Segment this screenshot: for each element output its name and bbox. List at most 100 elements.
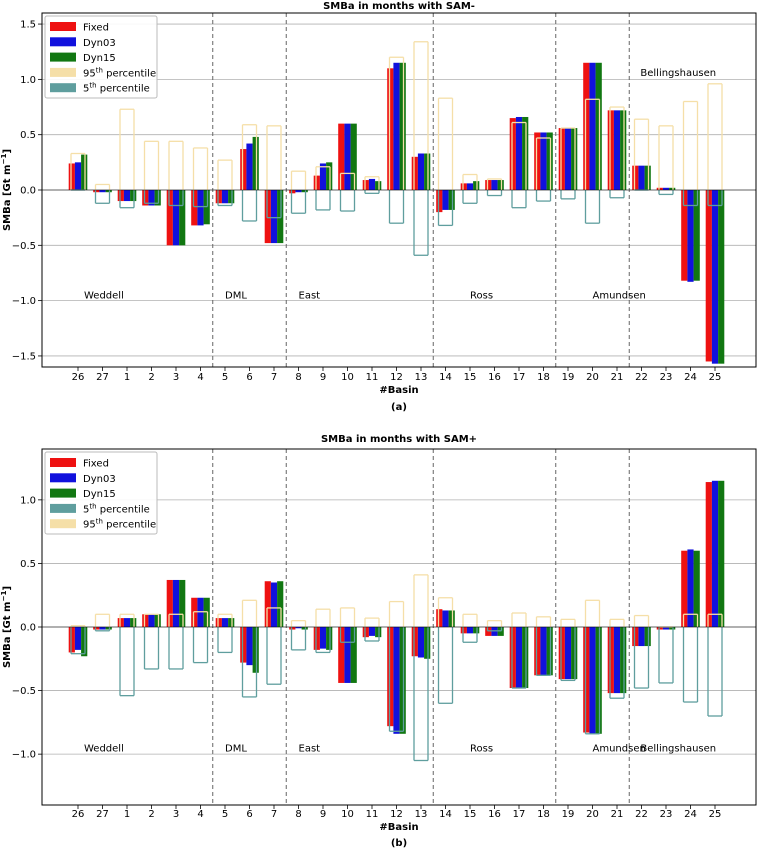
legend-label: Dyn15 [83,53,116,64]
bar-dyn15 [179,579,186,627]
percentile-5-bar [143,627,160,670]
x-tick-label: 14 [439,809,452,820]
percentile-95-bar [511,612,527,627]
bar-fixed [460,627,467,634]
bar-dyn03 [515,116,523,190]
bar-fixed [166,579,173,627]
bar-dyn15 [620,110,627,190]
percentile-95-bar [290,619,307,627]
bar-fixed [240,627,247,663]
percentile-95-bar [168,613,184,627]
x-tick-label: 26 [72,809,85,820]
bar-fixed [362,627,369,638]
percentile-5-bar [290,190,307,214]
bar-dyn15 [473,627,480,634]
percentile-5-bar [560,190,576,200]
percentile-95-bar [143,140,160,190]
percentile-5-bar [339,190,356,212]
percentile-95-bar [658,125,674,190]
percentile-5-bar [707,190,723,207]
bar-dyn15 [350,627,357,683]
percentile-5-bar [437,190,454,227]
percentile-95-bar [633,118,650,190]
bar-dyn03 [540,627,547,676]
bar-fixed [362,180,369,190]
percentile-95-bar [241,599,258,627]
bar-dyn15 [350,123,357,190]
bar-fixed [313,627,320,650]
bar-dyn03 [711,480,719,627]
percentile-5-bar [339,627,356,643]
x-tick-label: 18 [537,372,550,383]
bar-fixed [117,618,124,627]
bar-dyn03 [466,627,474,634]
percentile-5-bar [315,190,331,211]
bar-dyn03 [417,153,425,190]
x-tick-label: 17 [513,809,526,820]
x-tick-label: 1 [124,809,130,820]
x-tick-label: 20 [586,372,599,383]
region-label: Ross [470,744,493,755]
percentile-5-bar [511,627,527,689]
x-tick-label: 14 [439,372,452,383]
x-tick-label: 10 [341,372,354,383]
bar-dyn15 [154,614,161,627]
chart-panel-a: −1.5−1.0−0.50.00.51.01.526 27 1 2 3 4 5 6 7 8 9 10 1… [0,1,757,413]
bar-dyn03 [711,190,719,364]
bar-dyn03 [393,62,400,190]
x-tick-label: 13 [415,809,428,820]
x-axis-label: #Basin [379,822,418,833]
region-label: East [299,744,321,755]
percentile-95-bar [560,127,576,190]
bar-dyn03 [172,579,180,627]
percentile-95-bar [462,613,478,627]
x-tick-label: 21 [611,372,624,383]
bar-dyn15 [546,627,553,676]
legend: Fixed Dyn03 Dyn15 5th percentile 95th percen… [44,451,158,535]
x-tick-label: 18 [537,809,550,820]
bar-dyn15 [179,190,186,246]
bar-dyn03 [221,618,229,627]
percentile-5-bar [241,190,258,222]
x-tick-label: 12 [390,809,403,820]
bar-dyn15 [154,190,161,206]
percentile-5-bar [266,627,282,685]
bar-dyn03 [589,62,596,190]
region-label: Bellingshausen [640,68,716,79]
bar-fixed [264,190,271,244]
bar-fixed [436,609,443,627]
region-label: Weddell [84,744,124,755]
percentile-5-bar [364,627,380,642]
bar-dyn03 [442,610,449,627]
x-tick-label: 19 [562,809,575,820]
percentile-95-bar [413,574,429,627]
x-tick-label: 6 [246,372,252,383]
x-tick-label: 5 [222,372,228,383]
percentile-5-bar [486,627,503,632]
percentile-5-bar [315,627,331,654]
percentile-95-bar [119,108,135,190]
percentile-95-bar [486,178,503,190]
x-tick-label: 23 [660,809,673,820]
percentile-95-bar [192,147,209,190]
x-tick-label: 17 [513,372,526,383]
bar-fixed [681,190,688,281]
legend-label: Fixed [83,23,109,34]
legend-label: 95th percentile [83,66,156,79]
percentile-5-bar [486,190,503,197]
percentile-95-bar [168,140,184,190]
percentile-95-bar [94,183,111,190]
bar-fixed [289,190,296,194]
percentile-5-bar [143,190,160,204]
percentile-5-bar [633,627,650,689]
x-tick-label: 15 [464,809,477,820]
y-tick-label: 1.5 [20,20,36,31]
bar-dyn15 [571,627,578,680]
bar-dyn03 [270,190,278,244]
percentile-95-bar [143,613,160,627]
y-tick-label: 0.5 [20,559,36,570]
bar-dyn15 [693,190,700,281]
bar-dyn03 [687,190,694,282]
bar-dyn15 [424,627,431,659]
bar-fixed [534,132,541,190]
